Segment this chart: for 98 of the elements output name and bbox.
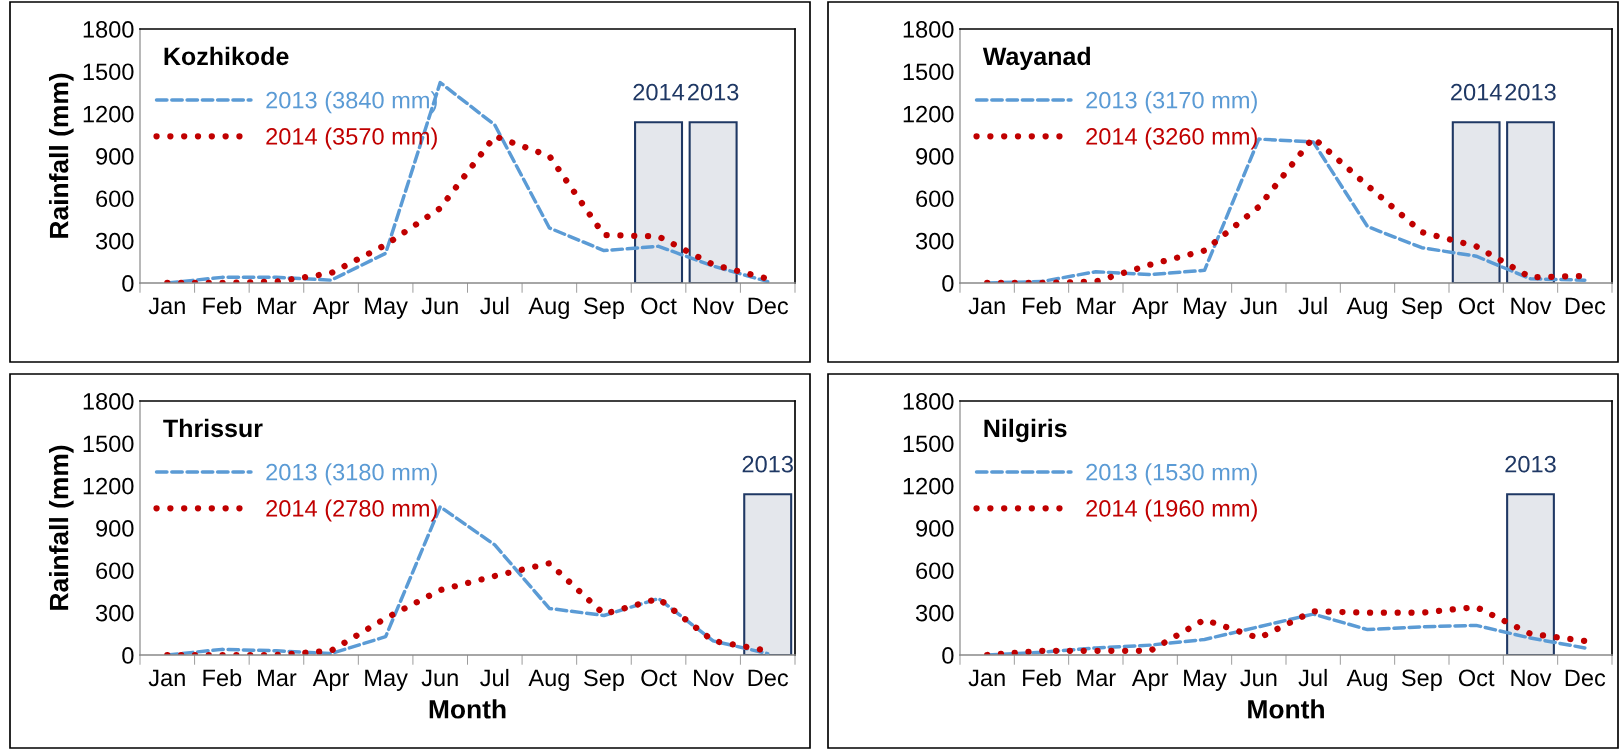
y-tick-label: 300 xyxy=(95,232,134,250)
y-tick-label: 900 xyxy=(96,520,134,537)
y-tick-label: 1200 xyxy=(903,477,954,495)
x-tick-label: Apr xyxy=(1131,297,1169,319)
band-label: 2013 xyxy=(1505,83,1556,101)
x-tick-label: Sep xyxy=(1401,669,1442,691)
x-tick-label: Dec xyxy=(1565,297,1606,315)
x-tick-label: Feb xyxy=(203,668,242,687)
x-tick-label: Sep xyxy=(1401,297,1442,319)
x-tick-label: Mar xyxy=(1077,297,1116,315)
x-tick-label: Mar xyxy=(258,669,297,687)
legend-label: 2013 (1530 mm) xyxy=(1086,463,1257,486)
x-tick-label: Apr xyxy=(312,297,350,319)
x-tick-label: Aug xyxy=(1346,297,1387,319)
x-tick-label: May xyxy=(365,297,408,319)
y-tick-label: 300 xyxy=(915,604,954,622)
x-tick-label: Jun xyxy=(1240,297,1277,315)
x-tick-label: Dec xyxy=(748,297,789,315)
band-label: 2013 xyxy=(688,83,739,101)
x-tick-label: Sep xyxy=(584,669,624,691)
x-tick-label: Aug xyxy=(528,297,569,319)
x-tick-label: Jun xyxy=(421,297,458,315)
y-tick-label: 300 xyxy=(915,232,954,250)
x-axis-title: Month xyxy=(429,699,506,719)
x-tick-label: Apr xyxy=(312,669,350,691)
x-tick-label: May xyxy=(1184,669,1227,691)
y-tick-label: 0 xyxy=(122,647,134,664)
x-tick-label: Jul xyxy=(480,296,509,315)
legend-label: 2014 (3260 mm) xyxy=(1086,127,1257,150)
x-tick-label: Jul xyxy=(1298,668,1327,687)
y-tick-label: 1800 xyxy=(903,393,954,410)
y-tick-label: 1200 xyxy=(83,477,134,495)
x-tick-label: Mar xyxy=(1077,669,1116,687)
text: Thrissur xyxy=(163,418,263,438)
x-tick-label: Oct xyxy=(1458,669,1495,687)
y-axis-title: Rainfall (mm) xyxy=(48,73,74,238)
y-tick-label: 600 xyxy=(916,562,954,580)
y-axis-title: Rainfall (mm) xyxy=(48,445,74,610)
text: Kozhikode xyxy=(164,46,289,66)
y-tick-label: 0 xyxy=(942,647,954,664)
x-tick-label: May xyxy=(1184,297,1227,319)
x-tick-label: Jun xyxy=(1240,669,1277,687)
text: Wayanad xyxy=(982,46,1090,71)
y-tick-label: 1800 xyxy=(903,21,954,38)
x-tick-label: Oct xyxy=(641,297,677,315)
y-tick-label: 1500 xyxy=(903,435,954,453)
y-tick-label: 900 xyxy=(916,148,954,165)
x-tick-label: Feb xyxy=(203,296,242,315)
x-axis-title: Month xyxy=(1248,699,1324,719)
x-tick-label: Aug xyxy=(528,669,569,691)
x-tick-label: Sep xyxy=(584,297,624,319)
x-tick-label: Dec xyxy=(1565,669,1606,687)
y-tick-label: 1500 xyxy=(903,63,954,81)
x-tick-label: Oct xyxy=(641,669,677,687)
x-tick-label: Aug xyxy=(1346,669,1387,691)
y-tick-label: 1800 xyxy=(83,21,134,38)
legend-label: 2013 (3180 mm) xyxy=(266,463,437,486)
x-tick-label: Nov xyxy=(694,297,735,315)
x-tick-label: May xyxy=(365,669,408,691)
legend-label: 2014 (1960 mm) xyxy=(1086,499,1257,522)
x-tick-label: Jan xyxy=(968,297,1005,315)
y-tick-label: 1200 xyxy=(903,105,954,123)
y-tick-label: 0 xyxy=(122,275,134,292)
x-tick-label: Nov xyxy=(694,669,735,687)
x-tick-label: Jun xyxy=(421,669,458,687)
y-tick-label: 0 xyxy=(942,275,954,292)
x-tick-label: Jan xyxy=(968,669,1005,687)
y-tick-label: 300 xyxy=(95,604,134,622)
x-tick-label: Jan xyxy=(148,297,185,315)
x-tick-label: Feb xyxy=(1023,296,1061,315)
band-label: 2013 xyxy=(1505,455,1556,473)
y-tick-label: 1200 xyxy=(83,105,134,123)
x-tick-label: Jan xyxy=(148,669,185,687)
y-tick-label: 900 xyxy=(916,520,954,537)
y-tick-label: 900 xyxy=(96,148,134,165)
x-tick-label: Mar xyxy=(258,297,297,315)
x-tick-label: Nov xyxy=(1511,669,1552,687)
x-tick-label: Apr xyxy=(1131,669,1169,691)
band-label: 2014 xyxy=(633,83,685,101)
x-tick-label: Feb xyxy=(1023,668,1061,687)
legend-label: 2014 (3570 mm) xyxy=(266,127,437,150)
x-tick-label: Jul xyxy=(480,668,509,687)
x-tick-label: Dec xyxy=(748,669,789,687)
legend-label: 2013 (3840 mm) xyxy=(266,91,437,114)
legend-label: 2014 (2780 mm) xyxy=(266,499,437,522)
y-tick-label: 600 xyxy=(916,190,954,208)
x-tick-label: Jul xyxy=(1298,296,1327,315)
y-tick-label: 600 xyxy=(96,562,134,580)
y-tick-label: 1500 xyxy=(83,435,134,453)
x-tick-label: Nov xyxy=(1511,297,1552,315)
y-tick-label: 1800 xyxy=(83,393,134,410)
band-label: 2013 xyxy=(742,455,793,473)
y-tick-label: 1500 xyxy=(83,63,134,81)
legend-label: 2013 (3170 mm) xyxy=(1086,91,1257,114)
band-label: 2014 xyxy=(1451,83,1502,101)
text: Nilgiris xyxy=(984,418,1067,443)
x-tick-label: Oct xyxy=(1458,297,1495,315)
y-tick-label: 600 xyxy=(96,190,134,208)
